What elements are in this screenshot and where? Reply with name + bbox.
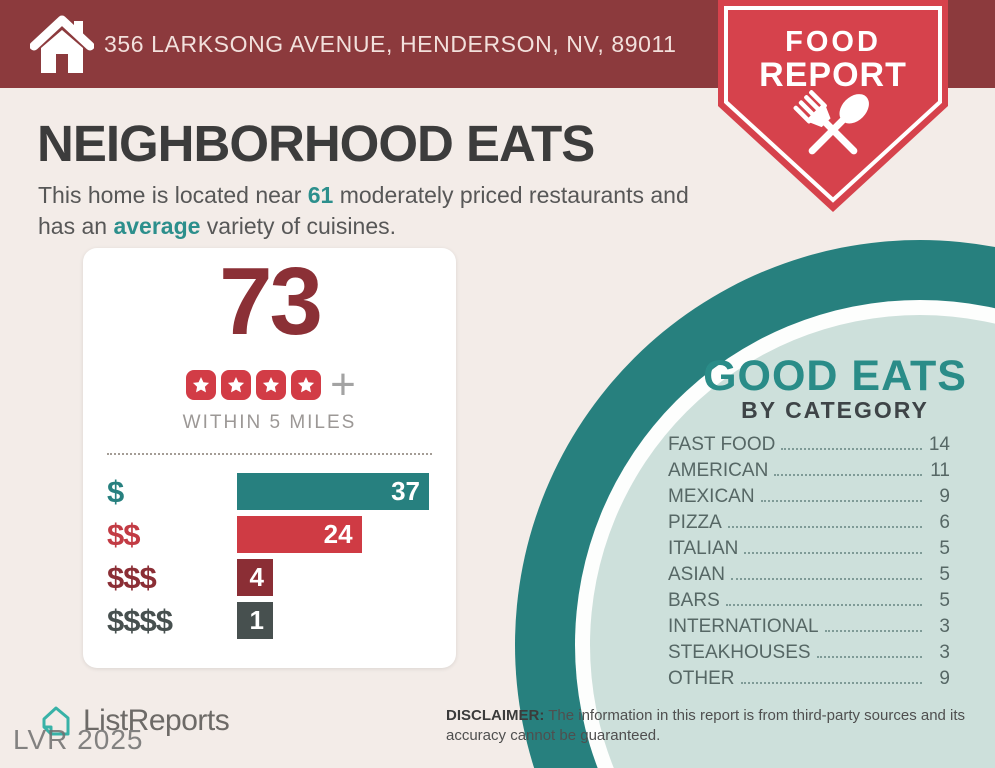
price-tier-label: $$$	[107, 559, 157, 595]
category-label: STEAKHOUSES	[668, 642, 811, 663]
disclaimer: DISCLAIMER: The information in this repo…	[446, 706, 974, 745]
dotted-leader	[760, 500, 922, 502]
category-list: FAST FOOD 14 AMERICAN 11 MEXICAN 9 PIZZA 6 I…	[668, 434, 950, 694]
star-icon	[220, 370, 251, 400]
restaurant-count-score: 73	[219, 248, 323, 355]
list-item: PIZZA 6	[668, 512, 950, 538]
category-count: 3	[939, 642, 950, 663]
disclaimer-label: DISCLAIMER:	[446, 707, 545, 724]
bar: 4	[237, 559, 273, 596]
category-label: PIZZA	[668, 512, 722, 533]
star-rating: +	[83, 360, 456, 409]
price-tier-label: $$$$	[107, 602, 173, 638]
star-icon	[255, 370, 286, 400]
subtitle-text: moderately priced restaurants and has an	[38, 182, 689, 239]
bar: 1	[237, 602, 273, 639]
category-count: 14	[928, 434, 950, 455]
bar-value: 24	[323, 519, 353, 549]
subtitle-text: This home is located near	[38, 182, 308, 208]
watermark: LVR 2025	[13, 724, 144, 755]
price-tier-label: $	[107, 473, 124, 509]
badge-title-line2: REPORT	[759, 56, 907, 94]
bar: 24	[237, 516, 362, 553]
category-count: 6	[939, 512, 950, 533]
plus-sign: +	[330, 360, 356, 409]
star-icon	[185, 370, 216, 400]
listreports-house-icon	[42, 706, 70, 736]
category-count: 11	[930, 460, 950, 481]
price-tier-label: $$	[107, 516, 140, 552]
bar-value: 4	[249, 562, 264, 592]
category-label: INTERNATIONAL	[668, 616, 819, 637]
good-eats-subtitle: BY CATEGORY	[741, 397, 929, 423]
within-miles-caption: WITHIN 5 MILES	[182, 412, 357, 433]
dotted-leader	[824, 630, 922, 632]
category-count: 3	[939, 616, 950, 637]
bar-row: $$$$ 1	[107, 602, 430, 639]
star-icon	[290, 370, 321, 400]
page-title: NEIGHBORHOOD EATS	[37, 115, 595, 172]
bar-row: $$ 24	[107, 516, 430, 553]
dotted-divider	[107, 453, 432, 455]
category-count: 5	[939, 538, 950, 559]
restaurant-score-card: 73 + WITHIN 5 MILES $ 37 $$ 24 $$$ 4	[83, 248, 456, 668]
category-label: MEXICAN	[668, 486, 755, 507]
list-item: BARS 5	[668, 590, 950, 616]
dotted-leader	[744, 552, 922, 554]
category-label: ASIAN	[668, 564, 726, 585]
brand-name: ListReports	[83, 704, 230, 737]
category-count: 5	[939, 564, 950, 585]
dotted-leader	[781, 448, 922, 450]
spoon-fork-icon	[793, 90, 869, 155]
badge-shape	[718, 0, 948, 212]
category-label: FAST FOOD	[668, 434, 776, 455]
disclaimer-text: The information in this report is from t…	[446, 707, 966, 744]
bar-value: 1	[249, 605, 264, 635]
bar-row: $$$ 4	[107, 559, 430, 596]
good-eats-title: GOOD EATS	[703, 352, 967, 400]
property-address: 356 LARKSONG AVENUE, HENDERSON, NV, 8901…	[104, 30, 677, 57]
dotted-leader	[816, 656, 922, 658]
subtitle-text: variety of cuisines.	[200, 213, 397, 239]
list-item: STEAKHOUSES 3	[668, 642, 950, 668]
page-subtitle: This home is located near 61 moderately …	[38, 180, 718, 242]
category-label: ITALIAN	[668, 538, 739, 559]
food-report-badge: FOOD REPORT	[718, 0, 948, 215]
dotted-leader	[725, 604, 922, 606]
list-item: ITALIAN 5	[668, 538, 950, 564]
bar-row: $ 37	[107, 473, 430, 510]
list-item: AMERICAN 11	[668, 460, 950, 486]
category-label: BARS	[668, 590, 720, 611]
dotted-leader	[727, 526, 922, 528]
category-label: AMERICAN	[668, 460, 769, 481]
bar-value: 37	[391, 476, 420, 506]
dotted-leader	[731, 578, 922, 580]
house-icon	[30, 15, 94, 73]
listreports-logo: ListReports	[36, 701, 230, 741]
category-count: 9	[939, 668, 950, 689]
variety-highlight: average	[113, 213, 201, 239]
category-count: 9	[939, 486, 950, 507]
restaurant-count: 61	[307, 182, 334, 208]
dotted-leader	[774, 474, 922, 476]
category-count: 5	[939, 590, 950, 611]
list-item: FAST FOOD 14	[668, 434, 950, 460]
list-item: ASIAN 5	[668, 564, 950, 590]
list-item: INTERNATIONAL 3	[668, 616, 950, 642]
price-tier-bar-chart: $ 37 $$ 24 $$$ 4 $$$$ 1	[107, 473, 430, 645]
category-label: OTHER	[668, 668, 735, 689]
badge-title-line1: FOOD	[785, 26, 881, 58]
list-item: OTHER 9	[668, 668, 950, 694]
dotted-leader	[740, 682, 922, 684]
bar: 37	[237, 473, 429, 510]
list-item: MEXICAN 9	[668, 486, 950, 512]
